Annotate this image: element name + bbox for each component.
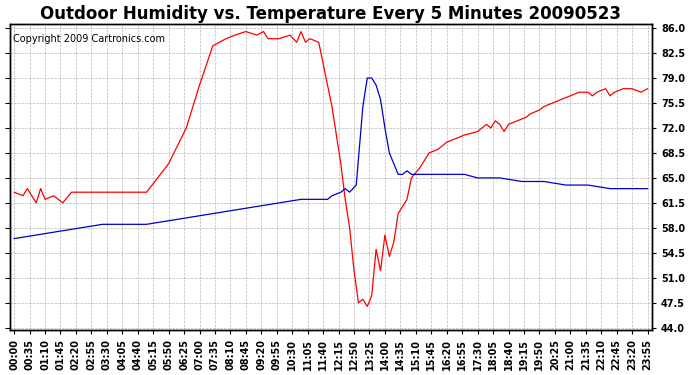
Title: Outdoor Humidity vs. Temperature Every 5 Minutes 20090523: Outdoor Humidity vs. Temperature Every 5… xyxy=(40,5,622,23)
Text: Copyright 2009 Cartronics.com: Copyright 2009 Cartronics.com xyxy=(13,34,165,44)
